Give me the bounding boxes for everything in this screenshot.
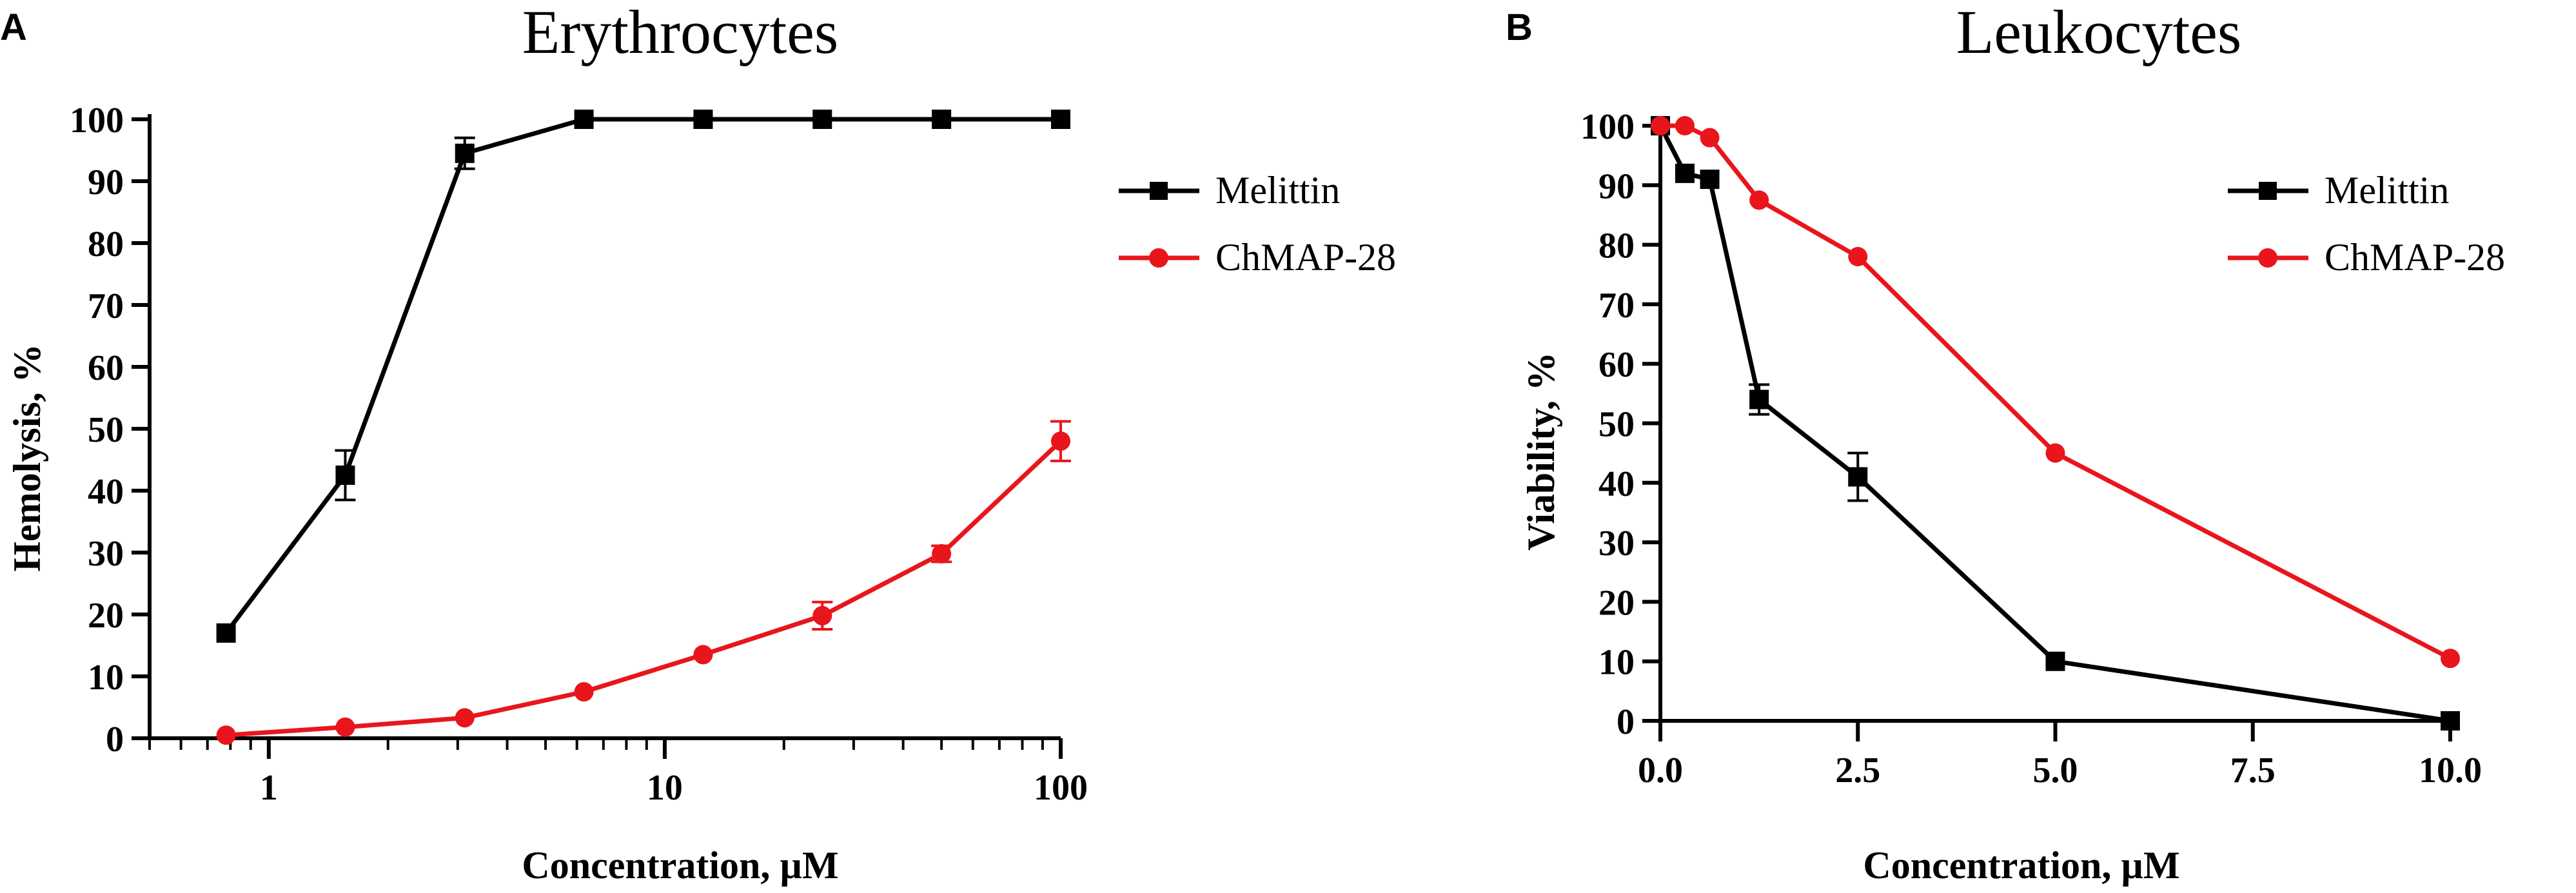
- y-tick-label: 20: [88, 596, 124, 636]
- data-point-chmap-28: [216, 725, 236, 745]
- y-tick-label: 100: [70, 101, 124, 141]
- data-point-chmap-28: [1675, 116, 1695, 135]
- data-point-melittin: [1700, 170, 1720, 190]
- y-tick-label: 80: [1598, 226, 1635, 266]
- y-tick-label: 50: [1598, 405, 1635, 445]
- x-axis-label-b: Concentration, µM: [1863, 844, 2179, 887]
- y-tick-label: 50: [88, 410, 124, 450]
- data-point-melittin: [335, 466, 355, 485]
- x-axis-label-a: Concentration, µM: [522, 844, 838, 887]
- y-tick-label: 60: [88, 348, 124, 388]
- data-point-melittin: [1749, 389, 1769, 409]
- data-point-melittin: [932, 110, 952, 129]
- data-point-chmap-28: [2045, 443, 2065, 463]
- data-point-chmap-28: [812, 605, 832, 625]
- data-point-chmap-28: [1700, 128, 1720, 148]
- x-tick-label: 10: [647, 768, 683, 808]
- y-tick-label: 90: [88, 162, 124, 202]
- y-tick-label: 30: [1598, 524, 1635, 564]
- y-tick-label: 100: [1580, 107, 1635, 147]
- y-axis-label-b: Viability, %: [1520, 352, 1562, 551]
- x-tick-label: 2.5: [1835, 751, 1880, 790]
- legend-a: Melittin ChMAP-28: [1119, 169, 1396, 279]
- panel-label-b: B: [1506, 6, 1533, 48]
- data-point-melittin: [1848, 467, 1868, 487]
- y-tick-label: 60: [1598, 345, 1635, 385]
- data-point-chmap-28: [1749, 190, 1769, 210]
- data-point-melittin: [1051, 110, 1070, 129]
- data-point-melittin: [574, 110, 594, 129]
- data-point-melittin: [216, 623, 236, 643]
- plot-area-a: [216, 110, 1071, 745]
- data-point-chmap-28: [932, 544, 952, 564]
- data-point-chmap-28: [693, 645, 713, 665]
- legend-marker-melittin-b: [2259, 182, 2277, 200]
- y-tick-label: 10: [88, 658, 124, 698]
- x-tick-label: 10.0: [2419, 751, 2482, 790]
- data-point-chmap-28: [1651, 116, 1670, 135]
- series-line-chmap-28: [226, 439, 1063, 738]
- legend-marker-chmap-b: [2258, 248, 2277, 268]
- data-point-melittin: [2441, 711, 2460, 731]
- data-point-chmap-28: [1051, 431, 1070, 451]
- x-tick-label: 7.5: [2230, 751, 2276, 790]
- panel-a: A Erythrocytes Concentration, µM Hemolys…: [0, 0, 1396, 887]
- legend-label-melittin-a: Melittin: [1215, 169, 1340, 211]
- y-tick-label: 90: [1598, 166, 1635, 206]
- data-point-melittin: [812, 110, 832, 129]
- legend-b: Melittin ChMAP-28: [2228, 169, 2505, 279]
- data-point-chmap-28: [2441, 649, 2460, 669]
- panel-label-a: A: [0, 6, 27, 48]
- y-axis-label-a: Hemolysis, %: [6, 344, 48, 571]
- legend-label-melittin-b: Melittin: [2325, 169, 2449, 211]
- x-tick-label: 1: [260, 768, 278, 808]
- y-tick-label: 10: [1598, 643, 1635, 683]
- chart-title-a: Erythrocytes: [522, 0, 839, 66]
- legend-label-chmap-b: ChMAP-28: [2325, 236, 2505, 279]
- legend-marker-chmap-a: [1149, 248, 1168, 268]
- y-tick-label: 80: [88, 224, 124, 264]
- plot-area-b: [1651, 116, 2460, 731]
- series-line-melittin: [224, 117, 1061, 634]
- y-tick-label: 40: [1598, 464, 1635, 504]
- data-point-melittin: [455, 143, 475, 163]
- x-tick-label: 100: [1034, 768, 1088, 808]
- legend-label-chmap-a: ChMAP-28: [1215, 236, 1396, 279]
- y-tick-label: 70: [1598, 286, 1635, 326]
- data-point-chmap-28: [574, 682, 594, 702]
- data-point-chmap-28: [1848, 247, 1868, 267]
- legend-marker-melittin-a: [1150, 182, 1168, 200]
- x-tick-label: 5.0: [2033, 751, 2078, 790]
- y-tick-label: 70: [88, 286, 124, 326]
- y-tick-label: 0: [1617, 702, 1635, 742]
- data-point-chmap-28: [335, 717, 355, 737]
- y-tick-label: 30: [88, 534, 124, 574]
- y-tick-label: 20: [1598, 583, 1635, 623]
- x-tick-label: 0.0: [1638, 751, 1683, 790]
- panel-b: B Leukocytes Concentration, µM Viability…: [1506, 0, 2505, 887]
- series-line-melittin: [1658, 124, 2451, 723]
- chart-title-b: Leukocytes: [1956, 0, 2242, 66]
- data-point-melittin: [693, 110, 713, 129]
- y-tick-label: 0: [106, 720, 124, 760]
- data-point-melittin: [1675, 163, 1695, 183]
- data-point-melittin: [2045, 651, 2065, 671]
- data-point-chmap-28: [455, 708, 475, 728]
- axes-b: 0 10 20 30 40 50 60 70 80 90 100 0.0 2.5 5.0 7.5 10.0: [1580, 107, 2482, 790]
- y-tick-label: 40: [88, 472, 124, 512]
